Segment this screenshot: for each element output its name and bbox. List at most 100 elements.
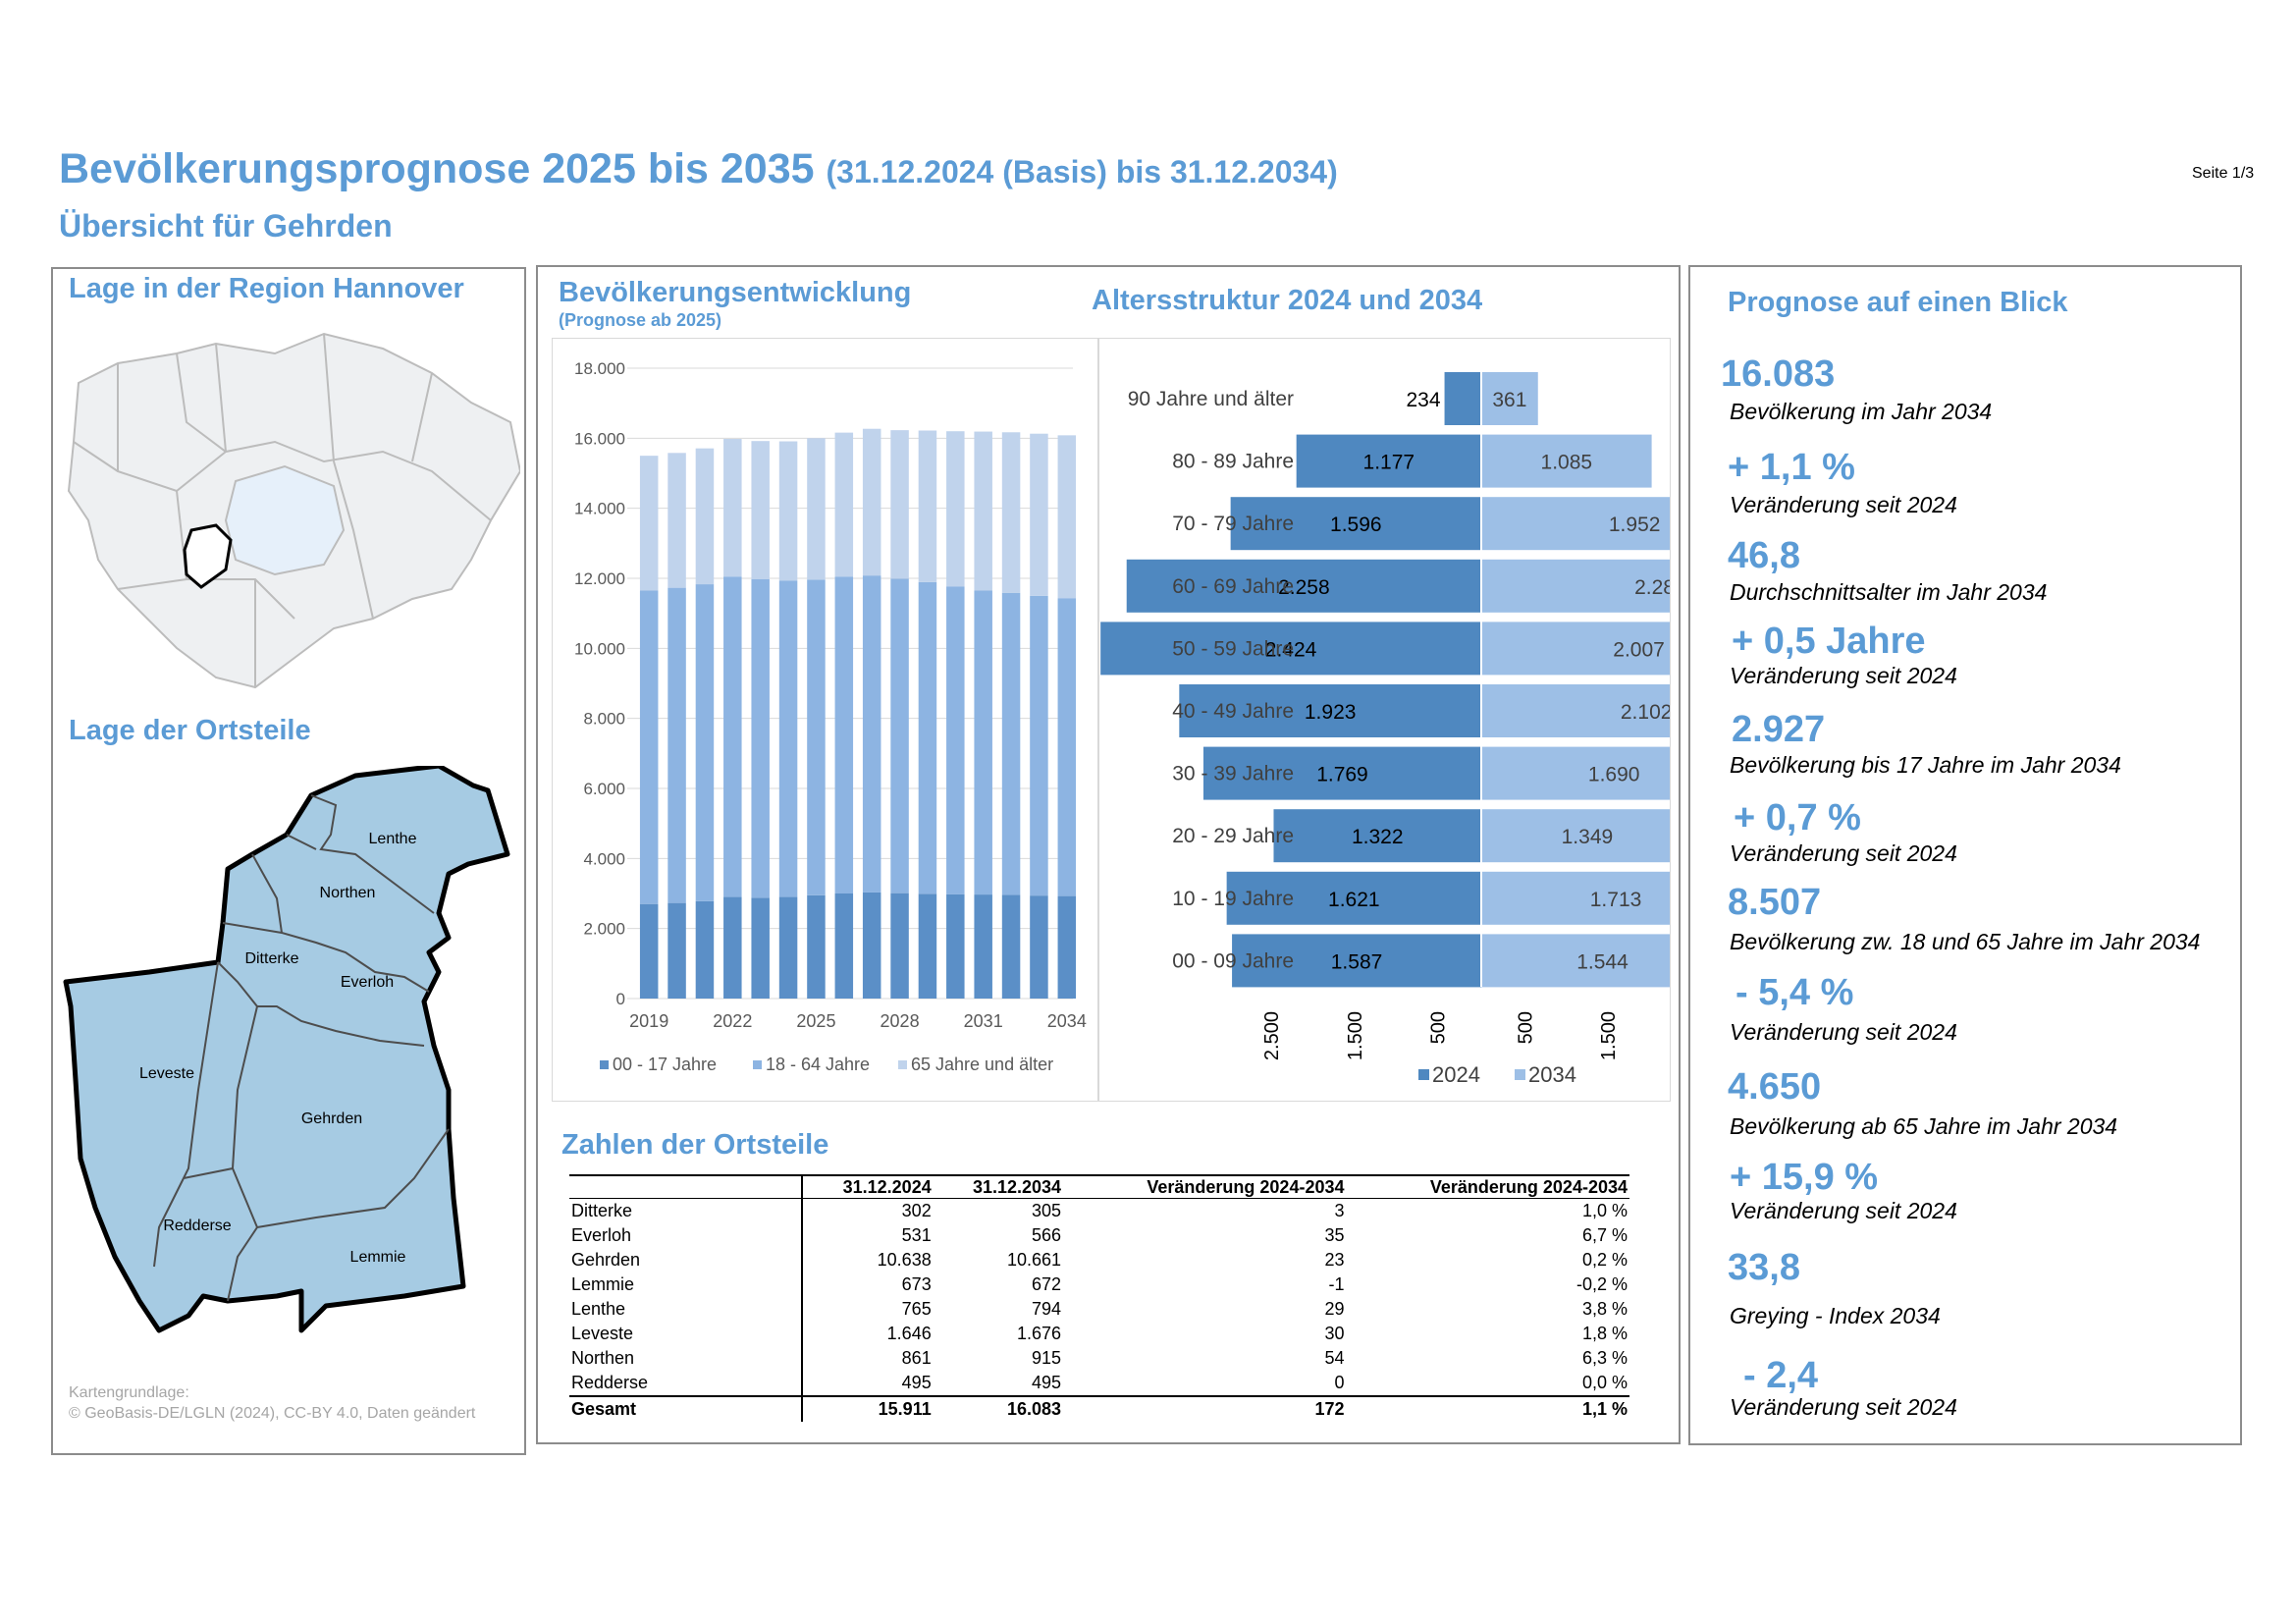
bar-label-2024: 1.587 <box>1331 950 1383 973</box>
map-credit-line1: Kartengrundlage: <box>69 1384 189 1401</box>
kpi-label: Veränderung seit 2024 <box>1730 1394 1957 1420</box>
legend-label: 00 - 17 Jahre <box>613 1055 717 1074</box>
table-row: Everloh 531 566 35 6,7 % <box>569 1223 1629 1248</box>
development-chart-subtitle: (Prognose ab 2025) <box>559 310 722 330</box>
kpi-panel-title: Prognose auf einen Blick <box>1728 287 2068 318</box>
legend-label: 65 Jahre und älter <box>911 1055 1053 1074</box>
kpi-value: - 2,4 <box>1743 1355 1819 1396</box>
table-row: Ditterke 302 305 3 1,0 % <box>569 1198 1629 1223</box>
bar-2034 <box>1481 434 1652 488</box>
district-label-ditterke: Ditterke <box>244 950 298 967</box>
bar-2034 <box>1481 497 1670 551</box>
district-label-redderse: Redderse <box>163 1218 231 1234</box>
district-label-lenthe: Lenthe <box>369 831 417 847</box>
table-cell-value: 531 <box>901 1225 932 1245</box>
bar-segment <box>1030 595 1048 896</box>
bar-segment <box>723 439 742 577</box>
legend-swatch <box>600 1060 609 1069</box>
bar-segment <box>639 456 659 591</box>
bar-segment <box>723 896 742 999</box>
bar-segment <box>807 894 826 999</box>
bar-label-2034: 1.085 <box>1541 452 1593 474</box>
age-structure-chart: 234 361 1.177 1.085 1.596 1.952 2.258 2.280 2.42… <box>1097 338 1671 1102</box>
bar-segment <box>667 453 686 588</box>
kpi-value: + 0,7 % <box>1734 797 1861 839</box>
y-tick-label: 16.000 <box>574 429 625 448</box>
table-cell-value: 172 <box>1063 1395 1347 1422</box>
ortsteile-map-title: Lage der Ortsteile <box>69 715 311 746</box>
bar-2034 <box>1481 934 1670 988</box>
kpi-label: Veränderung seit 2024 <box>1730 492 1957 517</box>
table-cell-value: 1,0 % <box>1581 1201 1628 1220</box>
table-cell-name: Leveste <box>569 1322 803 1346</box>
bar-segment <box>946 586 965 894</box>
x-tick-label: 1.500 <box>1598 1011 1620 1060</box>
table-cell-value: 1.676 <box>1016 1324 1062 1343</box>
bar-segment <box>862 428 881 576</box>
bar-label-2034: 1.349 <box>1562 826 1614 848</box>
development-chart-axis: 0 2.000 4.000 6.000 8.000 10.000 12.000 14.000 1… <box>574 359 1087 1031</box>
legend-swatch <box>753 1060 762 1069</box>
table-cell-value: 1,1 % <box>1346 1395 1629 1422</box>
map-credit: Kartengrundlage: © GeoBasis-DE/LGLN (202… <box>69 1382 475 1424</box>
table-cell-value: 794 <box>1031 1299 1062 1319</box>
development-chart: 0 2.000 4.000 6.000 8.000 10.000 12.000 14.000 1… <box>552 338 1099 1102</box>
bar-label-2024: 1.621 <box>1328 889 1380 911</box>
age-structure-legend: 2024 2034 <box>1418 1062 1576 1087</box>
bar-2024 <box>1202 746 1481 800</box>
bar-segment <box>1001 894 1021 999</box>
kpi-label: Bevölkerung im Jahr 2034 <box>1730 399 1993 424</box>
bar-2034 <box>1481 746 1670 800</box>
table-cell-value: 915 <box>1031 1348 1062 1368</box>
district-label-northen: Northen <box>320 885 376 901</box>
kpi-panel <box>1688 265 2242 1445</box>
bar-segment <box>695 900 715 999</box>
kpi-value: 4.650 <box>1728 1066 1822 1108</box>
kpi-value: 16.083 <box>1721 353 1836 395</box>
bar-segment <box>862 575 881 893</box>
gehrden-location-shape <box>183 523 233 589</box>
bar-2024 <box>1296 434 1481 488</box>
kpi-label: Veränderung seit 2024 <box>1730 1198 1957 1223</box>
x-tick-label: 2031 <box>964 1011 1003 1031</box>
page-number: Seite 1/3 <box>2192 165 2255 182</box>
table-cell-value: -1 <box>1328 1274 1345 1294</box>
bar-label-2024: 1.923 <box>1305 701 1357 724</box>
bar-label-2024: 1.769 <box>1316 764 1368 786</box>
age-structure-axis: 90 Jahre und älter 80 - 89 Jahre 70 - 79 J… <box>1128 388 1620 1060</box>
bar-segment <box>918 430 937 582</box>
table-header-change-abs: Veränderung 2024-2034 <box>1063 1174 1347 1199</box>
bar-2034 <box>1481 871 1670 925</box>
bar-label-2034: 1.544 <box>1576 950 1629 973</box>
kpi-label: Bevölkerung zw. 18 und 65 Jahre im Jahr … <box>1730 929 2201 954</box>
age-group-label: 90 Jahre und älter <box>1128 388 1294 410</box>
age-group-label: 70 - 79 Jahre <box>1172 513 1294 535</box>
bar-2024 <box>1126 559 1481 613</box>
bar-segment <box>807 579 826 895</box>
bar-2034 <box>1481 622 1670 676</box>
bar-segment <box>946 431 965 587</box>
table-cell-value: 3,8 % <box>1581 1299 1628 1319</box>
table-cell-value: 861 <box>901 1348 932 1368</box>
legend-swatch <box>1418 1069 1429 1080</box>
bar-segment <box>834 893 854 999</box>
table-cell-value: 3 <box>1334 1201 1345 1220</box>
kpi-label: Veränderung seit 2024 <box>1730 663 1957 688</box>
kpi-label: Bevölkerung ab 65 Jahre im Jahr 2034 <box>1730 1113 2118 1139</box>
table-cell-value: 495 <box>1031 1373 1062 1392</box>
bar-segment <box>695 448 715 585</box>
ortsteile-table-title: Zahlen der Ortsteile <box>561 1129 829 1161</box>
table-header-row: 31.12.2024 31.12.2034 Veränderung 2024-2… <box>569 1174 1629 1199</box>
table-cell-name: Redderse <box>569 1371 803 1396</box>
bar-2034 <box>1481 372 1538 425</box>
bar-segment <box>751 897 770 999</box>
y-tick-label: 14.000 <box>574 500 625 518</box>
bar-segment <box>1057 895 1077 999</box>
legend-swatch <box>898 1060 907 1069</box>
table-cell-value: 29 <box>1324 1299 1345 1319</box>
age-group-label: 50 - 59 Jahre <box>1172 637 1294 660</box>
district-label-gehrden: Gehrden <box>301 1110 362 1127</box>
table-row: Gehrden 10.638 10.661 23 0,2 % <box>569 1248 1629 1272</box>
table-cell-value: 305 <box>1031 1201 1062 1220</box>
kpi-value: 46,8 <box>1728 535 1800 576</box>
